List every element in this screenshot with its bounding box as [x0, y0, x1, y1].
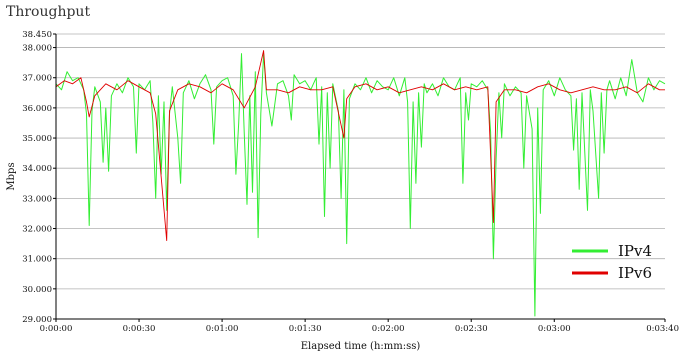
series-line-ipv4	[55, 53, 666, 317]
y-tick-label: 33.000	[22, 194, 52, 204]
x-tick-label: 0:02:30	[455, 324, 488, 334]
legend-label-ipv4: IPv4	[618, 242, 652, 260]
x-tick-label: 0:01:00	[206, 324, 239, 334]
y-tick-label: 36.000	[22, 104, 52, 114]
y-tick-label: 30.000	[22, 285, 52, 295]
x-tick-label: 0:02:00	[372, 324, 405, 334]
x-tick-label: 0:00:30	[123, 324, 156, 334]
x-axis-label: Elapsed time (h:mm:ss)	[301, 341, 421, 352]
y-axis-ticks: 29.000 30.000 31.000 32.000 33.000 34.000 35.0…	[22, 30, 56, 325]
x-tick-label: 0:03:00	[538, 324, 571, 334]
legend-label-ipv6: IPv6	[618, 264, 652, 282]
y-tick-label: 38.000	[22, 44, 52, 54]
y-tick-label: 32.000	[22, 225, 52, 235]
chart-title: Throughput	[6, 4, 90, 20]
y-tick-label: 31.000	[22, 255, 52, 265]
x-axis-ticks: 0:00:00 0:00:30 0:01:00 0:01:30 0:02:00 0:02:…	[40, 319, 679, 334]
grid-lines	[56, 33, 665, 320]
y-tick-label: 34.000	[22, 164, 52, 174]
x-tick-label: 0:03:40	[646, 324, 679, 334]
y-axis-label: Mbps	[6, 162, 17, 190]
y-tick-label: 29.000	[22, 315, 52, 325]
x-tick-label: 0:01:30	[289, 324, 322, 334]
y-tick-label: 38.450	[22, 30, 52, 40]
x-tick-label: 0:00:00	[40, 324, 73, 334]
y-tick-label: 37.000	[22, 74, 52, 84]
series-line-ipv6	[55, 50, 665, 242]
series-layer	[55, 50, 666, 317]
legend: IPv4 IPv6	[572, 242, 652, 282]
y-tick-label: 35.000	[22, 134, 52, 144]
